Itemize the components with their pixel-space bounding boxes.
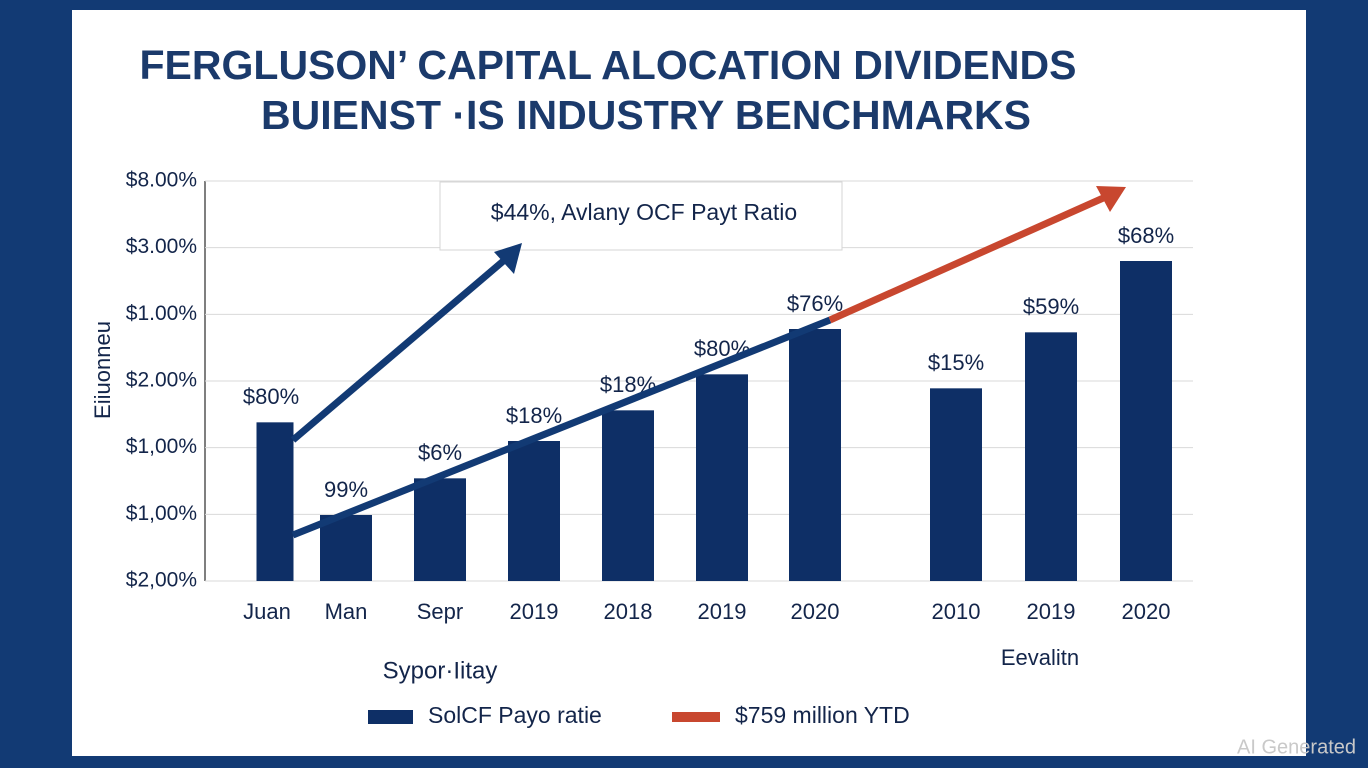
panel xyxy=(72,10,1306,756)
x-tick-label: 2019 xyxy=(698,599,747,624)
x-tick-label: Sepr xyxy=(417,599,463,624)
bar xyxy=(602,410,654,581)
arrow xyxy=(290,254,511,443)
x-tick-label: 2019 xyxy=(510,599,559,624)
plot: $2,00% $1,00% $1,00% $2.00% $1.00% $3.00% $8.0… xyxy=(126,169,1193,624)
bar xyxy=(320,515,372,581)
bar xyxy=(789,329,841,581)
bar-label: $18% xyxy=(506,403,562,428)
legend-swatch xyxy=(368,710,413,724)
y-tick-label: $1.00% xyxy=(126,302,197,325)
group-label: Eevalitn xyxy=(1001,645,1079,670)
bar xyxy=(1120,261,1172,581)
legend-label: SolCF Payo ratie xyxy=(428,702,602,728)
watermark: AI Generated xyxy=(1237,736,1356,758)
y-tick-label: $2.00% xyxy=(126,369,197,392)
arrowhead xyxy=(1096,186,1126,212)
bar-label: 99% xyxy=(324,477,368,502)
x-tick-label: 2019 xyxy=(1027,599,1076,624)
y-tick-label: $3.00% xyxy=(126,235,197,258)
legend-swatch xyxy=(672,712,720,722)
bar xyxy=(256,422,294,581)
bar-label: $6% xyxy=(418,440,462,465)
x-tick-label: 2010 xyxy=(932,599,981,624)
bar xyxy=(1025,332,1077,581)
x-tick-label: 2018 xyxy=(604,599,653,624)
x-tick-label: Man xyxy=(325,599,368,624)
trend-line xyxy=(291,316,832,539)
arrowhead xyxy=(494,243,522,274)
bar-label: $80% xyxy=(243,384,299,409)
y-tick-label: $2,00% xyxy=(126,569,197,592)
group-label: Sypor·Iitay xyxy=(383,657,498,684)
x-tick-label: Juan xyxy=(243,599,291,624)
bar-label: $59% xyxy=(1023,294,1079,319)
callout-box xyxy=(439,181,843,251)
bar xyxy=(508,441,560,581)
y-tick-label: $8.00% xyxy=(126,169,197,192)
y-tick-label: $1,00% xyxy=(126,502,197,525)
legend-label: $759 million YTD xyxy=(735,702,910,728)
bar xyxy=(696,374,748,581)
y-axis-label: Eiiuonneu xyxy=(90,321,115,419)
bar xyxy=(930,388,982,581)
y-tick-label: $1,00% xyxy=(126,435,197,458)
chart-title: FERGLUSON’ CAPITAL ALOCATION DIVIDENDS xyxy=(140,42,1077,88)
x-tick-label: 2020 xyxy=(791,599,840,624)
callout: $44%, Avlany OCF Payt Ratio xyxy=(491,199,797,225)
bar-label: $76% xyxy=(787,291,843,316)
trend-line xyxy=(828,191,1112,324)
bar xyxy=(414,478,466,581)
chart-title: BUIENST ·IS INDUSTRY BENCHMARKS xyxy=(261,92,1031,138)
bar-label: $68% xyxy=(1118,223,1174,248)
bar-label: $15% xyxy=(928,350,984,375)
x-tick-label: 2020 xyxy=(1122,599,1171,624)
